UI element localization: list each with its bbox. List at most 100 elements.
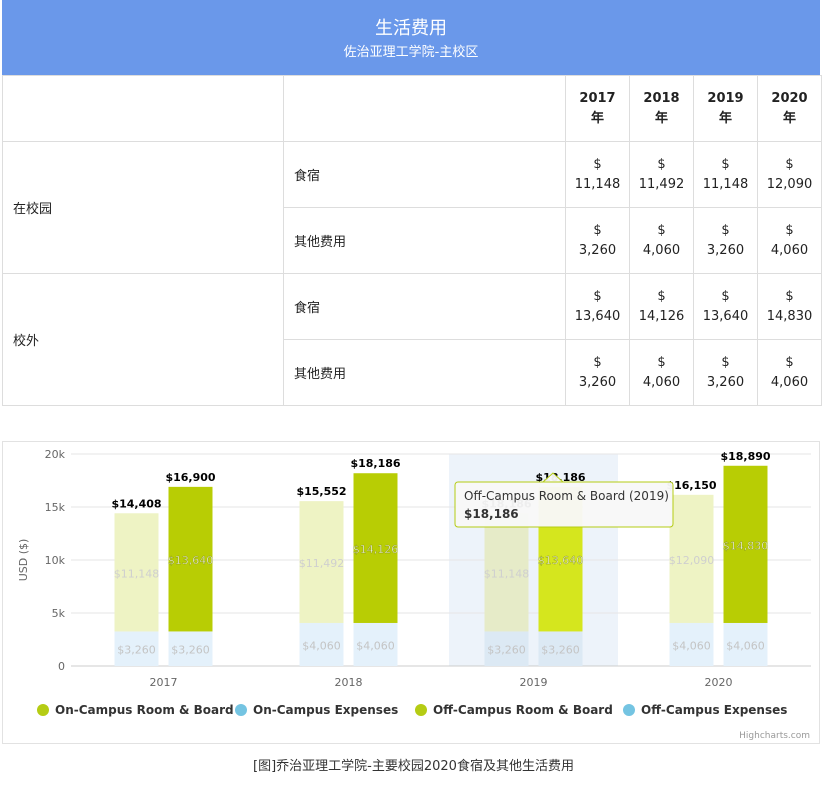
header-blank-cell xyxy=(283,75,566,142)
amount: 3,260 xyxy=(706,374,745,390)
data-label: $11,148 xyxy=(114,567,160,580)
bar-off-campus-expenses xyxy=(353,622,398,666)
bar-off-campus-room-board xyxy=(168,486,213,632)
year-label: 2018 xyxy=(643,90,680,106)
year-unit: 年 xyxy=(590,110,604,126)
x-tick-label: 2018 xyxy=(335,676,363,689)
value-cell: $11,492 xyxy=(629,141,694,208)
y-tick-label: 5k xyxy=(52,607,66,620)
table-row: 在校园 食宿 $11,148 $11,492 $11,148 $12,090 xyxy=(2,141,822,274)
legend-marker xyxy=(415,704,427,716)
bar-off-campus-expenses xyxy=(723,622,768,666)
legend-item: On-Campus Expenses xyxy=(253,703,398,717)
year-unit: 年 xyxy=(782,110,796,126)
table-header-row: 2017 年 2018 年 2019 年 2020 年 xyxy=(2,75,822,142)
amount: 12,090 xyxy=(766,176,813,192)
legend-marker xyxy=(235,704,247,716)
currency-symbol: $ xyxy=(657,222,666,238)
y-tick-label: 0 xyxy=(58,660,65,673)
year-label: 2017 xyxy=(579,90,616,106)
row-label: 其他费用 xyxy=(283,339,566,406)
year-header: 2020 年 xyxy=(757,75,822,142)
stack-total-label: $15,552 xyxy=(296,485,346,498)
data-label: $3,260 xyxy=(541,644,580,657)
bar-off-campus-expenses xyxy=(538,631,583,666)
value-cell: $3,260 xyxy=(565,207,630,274)
tooltip-title: Off-Campus Room & Board (2019) xyxy=(464,489,669,503)
table-row: 校外 食宿 $13,640 $14,126 $13,640 $14,830 xyxy=(2,273,822,406)
bar-off-campus-room-board xyxy=(723,465,768,623)
currency-symbol: $ xyxy=(593,354,602,370)
year-label: 2019 xyxy=(707,90,744,106)
legend-item: Off-Campus Expenses xyxy=(641,703,787,717)
y-axis-label: USD ($) xyxy=(17,539,30,582)
value-cell: $4,060 xyxy=(757,339,822,406)
amount: 3,260 xyxy=(578,242,617,258)
bar-on-campus-expenses xyxy=(114,631,159,666)
value-cell: $12,090 xyxy=(757,141,822,208)
amount: 11,492 xyxy=(638,176,685,192)
header-blank-cell xyxy=(2,75,284,142)
stack-total-label: $18,186 xyxy=(350,457,400,470)
currency-symbol: $ xyxy=(785,222,794,238)
data-label: $11,148 xyxy=(484,567,530,580)
credits-link: Highcharts.com xyxy=(739,731,810,741)
data-label: $4,060 xyxy=(672,639,711,652)
group-label-off-campus: 校外 xyxy=(2,273,284,406)
page-header: 生活费用 佐治亚理工学院-主校区 xyxy=(2,0,820,75)
value-cell: $13,640 xyxy=(565,273,630,340)
value-cell: $11,148 xyxy=(693,141,758,208)
bar-on-campus-room-board xyxy=(299,501,344,623)
amount: 11,148 xyxy=(702,176,749,192)
currency-symbol: $ xyxy=(721,156,730,172)
year-header: 2018 年 xyxy=(629,75,694,142)
value-cell: $3,260 xyxy=(693,207,758,274)
amount: 4,060 xyxy=(770,242,809,258)
value-cell: $3,260 xyxy=(693,339,758,406)
bar-on-campus-room-board xyxy=(669,494,714,623)
currency-symbol: $ xyxy=(721,354,730,370)
amount: 3,260 xyxy=(578,374,617,390)
data-label: $13,640 xyxy=(538,554,584,567)
bar-off-campus-expenses xyxy=(168,631,213,666)
year-header: 2017 年 xyxy=(565,75,630,142)
row-label: 食宿 xyxy=(283,273,566,340)
y-tick-label: 20k xyxy=(45,448,66,461)
value-cell: $14,830 xyxy=(757,273,822,340)
x-tick-label: 2017 xyxy=(150,676,178,689)
data-label: $3,260 xyxy=(171,644,210,657)
currency-symbol: $ xyxy=(785,354,794,370)
currency-symbol: $ xyxy=(721,222,730,238)
data-label: $11,492 xyxy=(299,557,345,570)
stack-total-label: $18,890 xyxy=(720,450,770,463)
currency-symbol: $ xyxy=(721,288,730,304)
amount: 14,830 xyxy=(766,308,813,324)
amount: 4,060 xyxy=(642,242,681,258)
value-cell: $4,060 xyxy=(757,207,822,274)
data-label: $3,260 xyxy=(117,644,156,657)
currency-symbol: $ xyxy=(657,156,666,172)
bar-on-campus-expenses xyxy=(669,622,714,666)
value-cell: $4,060 xyxy=(629,339,694,406)
currency-symbol: $ xyxy=(657,354,666,370)
cost-table: 2017 年 2018 年 2019 年 2020 年 在校园 食宿 $11,148 $… xyxy=(2,75,822,406)
currency-symbol: $ xyxy=(785,156,794,172)
bar-on-campus-room-board xyxy=(484,513,529,632)
currency-symbol: $ xyxy=(593,222,602,238)
data-label: $4,060 xyxy=(356,639,395,652)
bar-on-campus-expenses xyxy=(299,622,344,666)
bar-on-campus-room-board xyxy=(114,513,159,632)
data-label: $4,060 xyxy=(302,639,341,652)
page-title: 生活费用 xyxy=(375,18,447,39)
data-label: $12,090 xyxy=(669,554,715,567)
currency-symbol: $ xyxy=(657,288,666,304)
table-row: 其他费用 $3,260 $4,060 $3,260 $4,060 xyxy=(3,339,822,406)
tooltip-box xyxy=(454,481,674,528)
currency-symbol: $ xyxy=(593,288,602,304)
data-label: $3,260 xyxy=(487,644,526,657)
currency-symbol: $ xyxy=(785,288,794,304)
legend-item: On-Campus Room & Board xyxy=(55,703,234,717)
tooltip-value: $18,186 xyxy=(464,507,519,521)
row-label: 其他费用 xyxy=(283,207,566,274)
amount: 13,640 xyxy=(574,308,621,324)
